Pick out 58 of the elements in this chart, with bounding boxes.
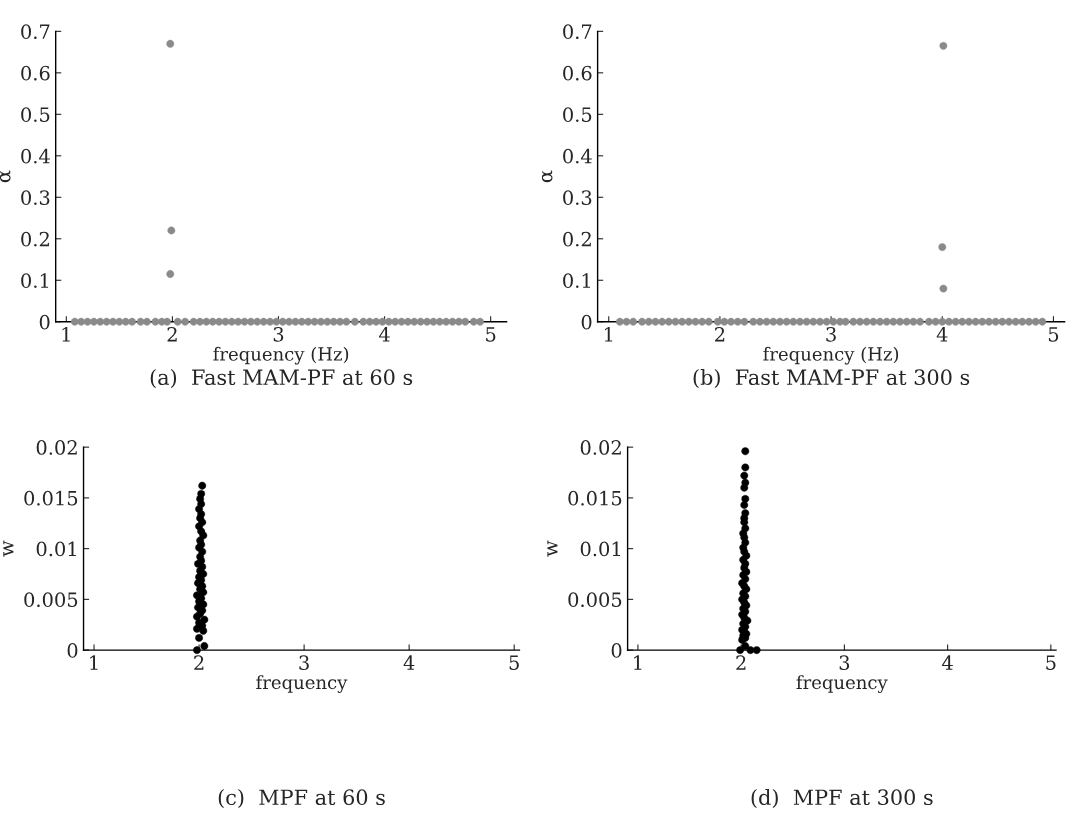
x-tick-label: 3 [299,655,309,671]
x-tick-label: 4 [378,326,390,342]
y-tick-label: 0.3 [21,190,50,205]
y-tick-label: 0.005 [24,592,78,608]
y-tick-label: 0.01 [580,541,620,557]
y-tick-label: 0.02 [580,440,621,455]
y-tick-label: 0.6 [563,65,592,81]
y-axis-title: w [3,540,14,557]
x-axis-title: frequency (Hz) [213,346,349,365]
y-tick-label: 0.7 [563,24,592,40]
text: (d) MPF at 300 s [751,788,933,809]
x-tick-label: 3 [826,326,836,342]
y-tick-label: 0.7 [21,24,50,40]
x-tick-label: 3 [839,655,850,671]
x-tick-label: 2 [194,655,204,670]
y-tick-label: 0 [39,314,50,330]
y-tick-label: 0.2 [563,231,591,247]
y-tick-label: 0.4 [563,148,592,164]
x-tick-label: 5 [1048,327,1059,342]
y-tick-label: 0.02 [36,440,77,455]
y-tick-label: 0.2 [21,231,49,247]
y-tick-label: 0.005 [568,592,622,608]
y-axis-title: α [541,170,553,183]
y-tick-label: 0.3 [563,190,592,205]
y-tick-label: 0.4 [21,148,50,164]
y-tick-label: 0.1 [21,273,49,288]
x-tick-label: 1 [90,655,98,670]
text: (a) Fast MAM-PF at 60 s [150,368,413,389]
y-tick-label: 0.5 [21,107,50,122]
text: (b) Fast MAM-PF at 300 s [693,368,970,389]
y-axis-title: w [547,540,558,557]
x-axis-title: frequency [256,675,348,693]
x-tick-label: 4 [942,655,953,670]
y-tick-label: 0 [611,643,622,658]
x-tick-label: 3 [273,326,284,342]
y-tick-label: 0.015 [24,490,78,506]
x-tick-label: 1 [62,326,70,342]
x-tick-label: 5 [1046,655,1056,671]
y-tick-label: 0.6 [21,65,50,81]
y-tick-label: 0.01 [36,541,76,557]
y-tick-label: 0 [581,314,592,330]
y-tick-label: 0.5 [563,107,592,122]
x-tick-label: 1 [634,655,642,670]
x-axis-title: frequency [796,675,888,693]
x-tick-label: 2 [736,655,746,670]
x-tick-label: 1 [604,326,613,342]
x-tick-label: 2 [167,326,177,342]
x-tick-label: 2 [715,326,725,342]
x-axis-title: frequency (Hz) [763,346,899,365]
x-tick-label: 5 [509,655,519,671]
y-tick-label: 0.1 [563,273,590,288]
x-tick-label: 4 [936,326,948,342]
y-tick-label: 0 [67,643,78,658]
x-tick-label: 4 [403,655,415,670]
y-tick-label: 0.015 [568,490,622,506]
y-axis-title: α [0,170,11,183]
text: (c) MPF at 60 s [218,788,385,809]
x-tick-label: 5 [486,327,496,342]
